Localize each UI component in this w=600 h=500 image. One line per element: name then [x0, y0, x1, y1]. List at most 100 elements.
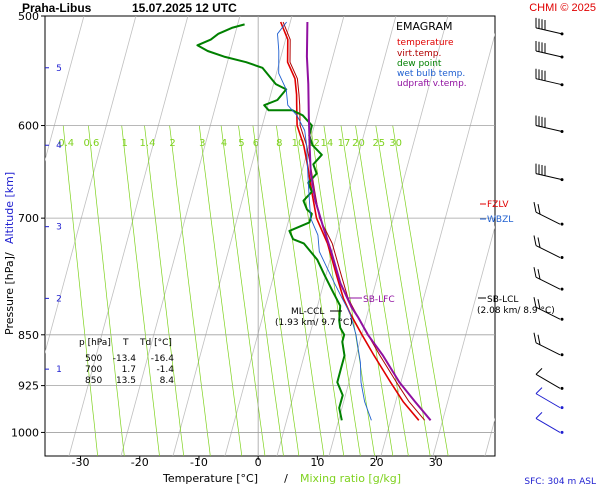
x-axis-label: Temperature [°C] — [162, 472, 258, 485]
x-axis-label-separator: / — [284, 472, 288, 485]
table-cell: 8.4 — [160, 376, 175, 386]
dry-adiabat-line — [68, 16, 189, 456]
mixing-ratio-label: 12 — [307, 138, 320, 149]
fzlv-marker: FZLV — [480, 200, 509, 210]
wind-barb — [535, 68, 564, 87]
plot-frame — [44, 15, 496, 457]
legend-wet-bulb: wet bulb temp. — [397, 69, 465, 79]
table-header-p: p [hPa] — [79, 338, 111, 348]
wind-barb — [533, 297, 564, 321]
y-tick-label: 500 — [18, 10, 39, 23]
sb-lcl-detail: (2.08 km/ 8.9 °C) — [477, 306, 555, 316]
mixing-ratio-label: 2 — [169, 138, 175, 149]
table-cell: -1.4 — [156, 365, 174, 375]
table-cell: -13.4 — [113, 354, 137, 364]
y-tick-label: 600 — [18, 120, 39, 133]
wind-barb — [535, 163, 564, 182]
table-cell: 700 — [85, 365, 102, 375]
mixing-ratio-label: 20 — [352, 138, 365, 149]
mixing-ratio-line — [198, 125, 243, 456]
table-cell: 1.7 — [122, 365, 136, 375]
mixing-ratio-label: 30 — [389, 138, 402, 149]
table-cell: 500 — [85, 354, 102, 364]
mixing-ratio-label: 14 — [321, 138, 334, 149]
fzlv-label: FZLV — [487, 200, 509, 210]
mixing-ratio-line — [340, 125, 394, 456]
x-tick-label: -30 — [72, 456, 90, 469]
wind-barb — [533, 267, 564, 291]
dry-adiabat-line — [276, 16, 397, 456]
mixing-ratio-label: 1.4 — [140, 138, 156, 149]
mixing-ratio-line — [294, 125, 345, 456]
table-cell: 850 — [85, 376, 102, 386]
wind-barb — [535, 412, 564, 434]
x-tick-label: 30 — [429, 456, 443, 469]
ml-ccl-label: ML-CCL — [291, 307, 324, 317]
surface-elevation: SFC: 304 m ASL — [524, 477, 596, 487]
x-tick-label: -20 — [131, 456, 149, 469]
x-tick-label: 20 — [370, 456, 384, 469]
altitude-tick-label: 4 — [56, 141, 62, 151]
wbzl-label: WBZL — [487, 215, 513, 225]
table-cell: -16.4 — [151, 354, 175, 364]
wind-barb — [535, 41, 564, 59]
x-tick-label: 10 — [310, 456, 324, 469]
y-tick-label: 700 — [18, 212, 39, 225]
mixing-ratio-line — [276, 125, 325, 456]
wind-barb — [535, 367, 564, 390]
table-cell: 13.5 — [116, 376, 136, 386]
mixing-ratio-line — [88, 125, 125, 456]
mixing-ratio-label: 10 — [292, 138, 305, 149]
mixing-ratio-line — [392, 125, 449, 456]
mixing-ratio-line — [121, 125, 160, 456]
altitude-tick-label: 1 — [56, 365, 62, 375]
y-tick-label: 1000 — [11, 426, 39, 439]
wind-barb — [535, 387, 564, 410]
mixing-ratio-label: 5 — [238, 138, 244, 149]
dry-adiabat-line — [224, 16, 345, 456]
mixing-ratio-label: 0.6 — [83, 138, 99, 149]
ml-ccl-annotation: ML-CCL (1.93 km/ 9.7 °C) — [275, 307, 353, 328]
mixing-ratio-label: 17 — [338, 138, 351, 149]
series-layer — [196, 21, 432, 421]
wet-bulb-line — [277, 21, 372, 421]
altitude-tick-label: 2 — [56, 294, 62, 304]
mixing-ratio-line — [144, 125, 185, 456]
ml-ccl-detail: (1.93 km/ 9.7 °C) — [275, 318, 353, 328]
sb-lfc-label: SB-LFC — [363, 295, 395, 305]
wind-barb — [533, 235, 564, 260]
mixing-ratio-label: 8 — [276, 138, 282, 149]
y-tick-label: 925 — [18, 380, 39, 393]
mixing-ratio-line — [169, 125, 211, 456]
dry-adiabat-line — [120, 16, 241, 456]
wind-barb — [535, 115, 564, 134]
dew-point-line — [196, 23, 346, 421]
mixing-ratio-line — [355, 125, 409, 456]
wbzl-marker: WBZL — [480, 215, 513, 225]
x-axis-label-2: Mixing ratio [g/kg] — [300, 472, 401, 485]
sounding-datetime: 15.07.2025 12 UTC — [132, 1, 237, 15]
wind-barbs — [533, 17, 564, 434]
legend-title: EMAGRAM — [396, 20, 453, 33]
table-header-td: Td [°C] — [139, 338, 172, 348]
dry-adiabat-line — [484, 417, 495, 456]
y-axis-label-separator: / — [3, 252, 16, 256]
altitude-tick-label: 5 — [56, 64, 62, 74]
mixing-ratio-label: 1 — [121, 138, 127, 149]
dry-adiabat-line — [589, 16, 600, 456]
sb-lcl-annotation: SB-LCL (2.08 km/ 8.9 °C) — [477, 295, 555, 316]
grid: 0.4 0.6 1 1.4 2 3 4 5 6 8 10 12 14 17 20 25 30 — [45, 16, 600, 456]
mixing-ratio-line — [62, 125, 99, 456]
sounding-table: p [hPa] T Td [°C] 500 -13.4 -16.4 700 1.… — [79, 338, 174, 386]
mixing-ratio-line — [323, 125, 375, 456]
dry-adiabat-line — [45, 16, 137, 354]
y-axis-label: Pressure [hPa] — [3, 256, 16, 335]
y-tick-label: 850 — [18, 329, 39, 342]
mixing-ratio-label: 3 — [199, 138, 205, 149]
mixing-ratio-line — [252, 125, 300, 456]
station-name: Praha-Libus — [22, 1, 92, 15]
sb-lfc-annotation: SB-LFC — [348, 295, 395, 305]
legend-dew-point: dew point — [397, 59, 442, 69]
